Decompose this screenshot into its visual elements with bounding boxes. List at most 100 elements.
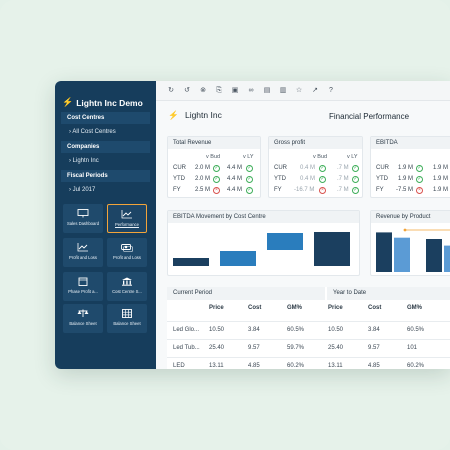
cross-icon: × (416, 187, 423, 194)
kpi-value: 4.4 M (227, 176, 243, 182)
help-icon[interactable]: ? (329, 86, 333, 94)
table-cell: 60.5% (407, 327, 425, 333)
tile-label: Sales Dashboard (66, 221, 100, 226)
section-item-label: Lightn Inc (72, 158, 99, 164)
page-title: Financial Performance (329, 112, 410, 121)
table-row-label[interactable]: Led Glo... (173, 327, 200, 333)
check-icon: ✓ (319, 176, 326, 183)
table-row-label[interactable]: LED (173, 363, 185, 369)
kpi-value: 4.4 M (227, 165, 243, 171)
bank-icon (122, 277, 132, 286)
table-header-cell[interactable]: Cost (368, 305, 382, 311)
table-cell: 4.85 (368, 363, 380, 369)
tile-label: Cost Centre S... (112, 289, 142, 294)
section-item-cost-centres[interactable]: › All Cost Centres (69, 129, 116, 135)
revenue-bar[interactable] (426, 239, 442, 272)
document-alt-icon[interactable]: ▥ (279, 86, 287, 94)
tile-profit-and-loss-2[interactable]: Profit and Loss (107, 238, 147, 267)
app-title-text: Lightn Inc Demo (76, 97, 143, 108)
tile-balance-sheet[interactable]: Balance Sheet (63, 304, 103, 333)
kpi-card-ebitda: EBITDA CUR 1.9 M ✓ 1.9 M YTD 1.9 M ✓ 1.9… (370, 136, 450, 198)
kpi-value: 1.9 M (433, 187, 449, 193)
revenue-bar[interactable] (376, 232, 392, 272)
revenue-bar[interactable] (394, 237, 410, 272)
table-row-label[interactable]: Led Tub... (173, 345, 200, 351)
table-header-cell[interactable]: Cost (248, 305, 262, 311)
section-header-companies: Companies (61, 141, 150, 153)
tile-cost-centre[interactable]: Cost Centre S... (107, 272, 147, 301)
kpi-row: CUR 1.9 M ✓ 1.9 M (376, 165, 450, 175)
revenue-bar[interactable] (444, 245, 450, 272)
tile-performance[interactable]: Performance (107, 204, 147, 233)
check-icon: ✓ (213, 165, 220, 172)
kpi-row: YTD 1.9 M ✓ 1.9 M (376, 176, 450, 186)
ebitda-bar[interactable] (173, 258, 209, 266)
table-group-ytd: Year to Date (327, 287, 450, 300)
revenue-chart-card: Revenue by Product (370, 210, 450, 276)
row-divider (167, 357, 450, 358)
table-cell: 13.11 (328, 363, 343, 369)
export-icon[interactable]: ⎘ (216, 86, 222, 94)
kpi-row-label: CUR (173, 165, 186, 171)
section-item-companies[interactable]: › Lightn Inc (69, 158, 99, 164)
save-icon[interactable]: ▣ (231, 86, 239, 94)
table-header-cell[interactable]: GM% (407, 305, 422, 311)
table-cell: 9.57 (248, 345, 260, 351)
kpi-row-label: FY (173, 187, 181, 193)
undo-icon[interactable]: ↺ (184, 86, 190, 94)
section-item-label: Jul 2017 (72, 187, 96, 193)
ebitda-bar[interactable] (267, 233, 303, 250)
revenue-chart (376, 228, 450, 272)
kpi-value: -7.5 M (396, 187, 414, 193)
cross-icon: × (319, 187, 326, 194)
star-icon[interactable]: ☆ (295, 86, 303, 94)
ebitda-bar[interactable] (314, 232, 350, 266)
section-item-label: All Cost Centres (72, 129, 116, 135)
tile-profit-and-loss[interactable]: Profit and Loss (63, 238, 103, 267)
kpi-value: .7 M (337, 165, 349, 171)
kpi-row: CUR 0.4 M ✓ .7 M ✓ (274, 165, 367, 175)
link-icon[interactable]: ∞ (248, 86, 254, 94)
table-cell: 10.50 (209, 327, 225, 333)
document-icon[interactable]: ▤ (263, 86, 271, 94)
table-cell: 60.2% (407, 363, 425, 369)
share-icon[interactable]: ↗ (312, 86, 318, 94)
table-header-cell[interactable]: GM% (287, 305, 302, 311)
app-window: ⚡ Lightn Inc Demo Cost Centres › All Cos… (55, 81, 450, 369)
tile-balance-sheet-2[interactable]: Balance Sheet (107, 304, 147, 333)
kpi-row: FY -7.5 M × 1.9 M (376, 187, 450, 197)
kpi-card-gross-profit: Gross profit v Bud v LY CUR 0.4 M ✓ .7 M… (268, 136, 363, 198)
kpi-value: 1.9 M (433, 176, 449, 182)
tile-label: Profit and Loss (113, 255, 141, 260)
section-item-fiscal-periods[interactable]: › Jul 2017 (69, 187, 96, 193)
kpi-value: .7 M (337, 187, 349, 193)
check-icon: ✓ (246, 176, 253, 183)
kpi-title: EBITDA (371, 137, 450, 149)
check-icon: ✓ (319, 165, 326, 172)
section-header-cost-centres: Cost Centres (61, 112, 150, 124)
ebitda-chart-card: EBITDA Movement by Cost Centre (167, 210, 360, 276)
kpi-card-total-revenue: Total Revenue v Bud v LY CUR 2.0 M ✓ 4.4… (167, 136, 261, 198)
kpi-row: YTD 2.0 M ✓ 4.4 M ✓ (173, 176, 265, 186)
line-chart-icon (77, 243, 88, 252)
tile-phase-profit[interactable]: Phase Profit a... (63, 272, 103, 301)
kpi-value: 2.0 M (195, 165, 211, 171)
table-cell: 60.5% (287, 327, 305, 333)
refresh-icon[interactable]: ↻ (168, 86, 174, 94)
cross-icon: × (213, 187, 220, 194)
table-cell: 13.11 (209, 363, 224, 369)
table-cell: 3.84 (248, 327, 260, 333)
kpi-row-label: CUR (274, 165, 287, 171)
check-icon: ✓ (416, 176, 423, 183)
table-header-cell[interactable]: Price (328, 305, 343, 311)
kpi-value: 0.4 M (300, 165, 316, 171)
product-table: Current Period Year to Date Price Cost GM%… (167, 287, 450, 369)
tile-label: Profit and Loss (69, 255, 97, 260)
company-name-text: Lightn Inc (184, 110, 222, 120)
table-header-cell[interactable]: Price (209, 305, 224, 311)
table-cell: 60.2% (287, 363, 305, 369)
ebitda-bar[interactable] (220, 251, 256, 266)
table-cell: 10.50 (328, 327, 344, 333)
close-circle-icon[interactable]: ⊗ (200, 86, 206, 94)
tile-sales-dashboard[interactable]: Sales Dashboard (63, 204, 103, 233)
